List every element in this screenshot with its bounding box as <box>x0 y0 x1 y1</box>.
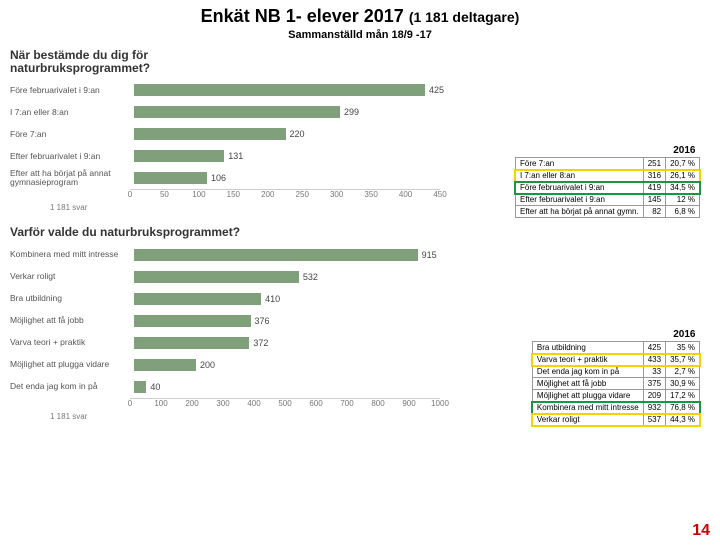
table1-year: 2016 <box>515 144 699 158</box>
title-main: Enkät NB 1- elever 2017 <box>201 6 404 26</box>
chart2-axis: 01002003004005006007008009001000 <box>130 398 440 411</box>
bar <box>134 359 196 371</box>
bar-row: Före februarivalet i 9:an 425 <box>10 79 710 101</box>
bar-value: 40 <box>150 382 160 392</box>
bar-label: Varva teori + praktik <box>10 338 134 347</box>
bar-label: Före februarivalet i 9:an <box>10 86 134 95</box>
table-row: Möjlighet att plugga vidare20917,2 % <box>532 390 699 402</box>
page-title: Enkät NB 1- elever 2017 (1 181 deltagare… <box>0 6 720 27</box>
bar-value: 410 <box>265 294 280 304</box>
table-row: Varva teori + praktik43335,7 % <box>532 354 699 366</box>
bar-row: I 7:an eller 8:an 299 <box>10 101 710 123</box>
table-row: Bra utbildning42535 % <box>532 342 699 354</box>
bar-value: 299 <box>344 107 359 117</box>
bar <box>134 106 340 118</box>
bar-value: 376 <box>255 316 270 326</box>
table-row: Före februarivalet i 9:an41934,5 % <box>515 182 699 194</box>
table-row: Före 7:an25120,7 % <box>515 158 699 170</box>
bar-value: 220 <box>290 129 305 139</box>
bar-value: 425 <box>429 85 444 95</box>
bar-value: 532 <box>303 272 318 282</box>
bar <box>134 381 146 393</box>
table-row: Möjlighet att få jobb37530,9 % <box>532 378 699 390</box>
bar-value: 200 <box>200 360 215 370</box>
bar <box>134 315 251 327</box>
table-row: Efter februarivalet i 9:an14512 % <box>515 194 699 206</box>
bar <box>134 337 249 349</box>
bar-label: Kombinera med mitt intresse <box>10 250 134 259</box>
bar-label: I 7:an eller 8:an <box>10 108 134 117</box>
bar-row: Verkar roligt 532 <box>10 266 710 288</box>
bar-value: 106 <box>211 173 226 183</box>
bar <box>134 128 286 140</box>
bar-label: Möjlighet att få jobb <box>10 316 134 325</box>
bar-value: 372 <box>253 338 268 348</box>
table2-year: 2016 <box>532 328 699 342</box>
chart2-question: Varför valde du naturbruksprogrammet? <box>10 226 710 239</box>
bar <box>134 150 224 162</box>
bar <box>134 172 207 184</box>
bar-value: 131 <box>228 151 243 161</box>
table-row: Det enda jag kom in på332,7 % <box>532 366 699 378</box>
bar-row: Före 7:an 220 <box>10 123 710 145</box>
table-row: I 7:an eller 8:an31626,1 % <box>515 170 699 182</box>
bar-label: Bra utbildning <box>10 294 134 303</box>
bar-row: Bra utbildning 410 <box>10 288 710 310</box>
bar-row: Kombinera med mitt intresse 915 <box>10 244 710 266</box>
bar-label: Det enda jag kom in på <box>10 382 134 391</box>
bar <box>134 84 425 96</box>
bar-label: Verkar roligt <box>10 272 134 281</box>
bar <box>134 271 299 283</box>
bar-label: Före 7:an <box>10 130 134 139</box>
table-row: Kombinera med mitt intresse93276,8 % <box>532 402 699 414</box>
table2: 2016 Bra utbildning42535 %Varva teori + … <box>532 328 700 426</box>
table1: 2016 Före 7:an25120,7 %I 7:an eller 8:an… <box>515 144 700 218</box>
bar-value: 915 <box>422 250 437 260</box>
title-sub: (1 181 deltagare) <box>409 9 520 25</box>
bar-label: Efter februarivalet i 9:an <box>10 152 134 161</box>
bar <box>134 249 418 261</box>
chart1-question: När bestämde du dig för naturbruksprogra… <box>10 49 710 75</box>
bar <box>134 293 261 305</box>
page-subtitle: Sammanställd mån 18/9 -17 <box>0 29 720 41</box>
bar-label: Möjlighet att plugga vidare <box>10 360 134 369</box>
page-number: 14 <box>692 522 710 540</box>
bar-label: Efter att ha börjat på annat gymnasiepro… <box>10 169 134 188</box>
chart1-axis: 050100150200250300350400450 <box>130 189 440 202</box>
table-row: Efter att ha börjat på annat gymn.826,8 … <box>515 206 699 218</box>
table-row: Verkar roligt53744,3 % <box>532 414 699 426</box>
